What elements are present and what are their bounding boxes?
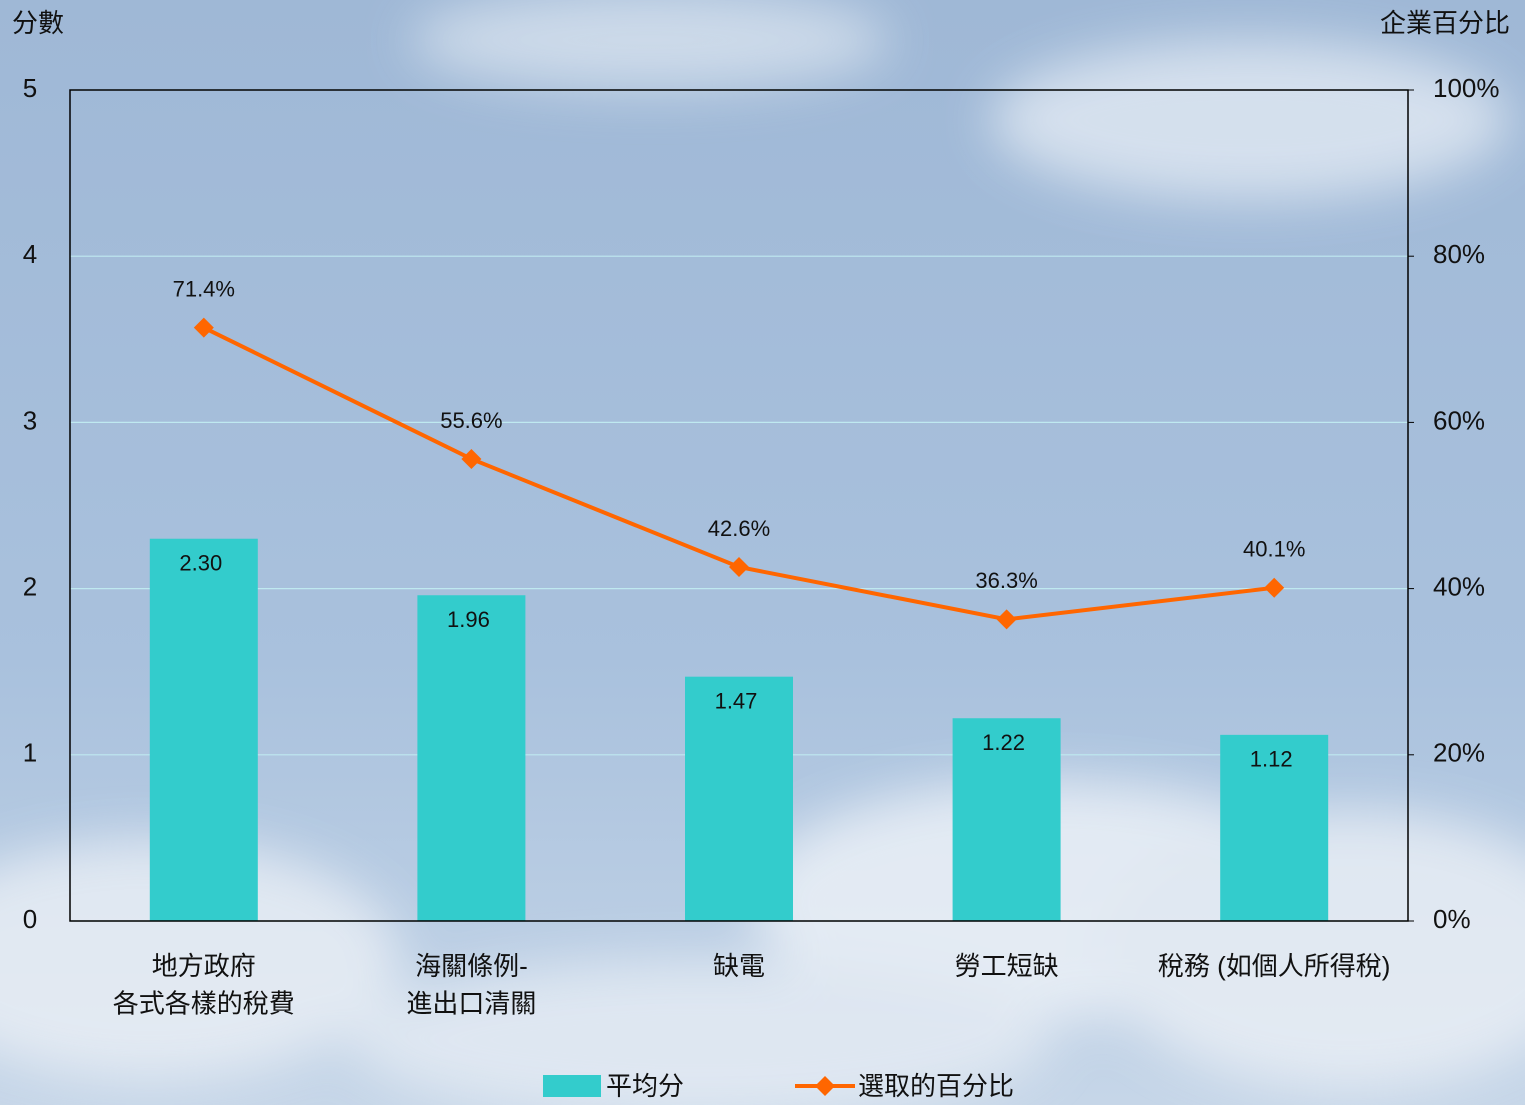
x-tick-label: 稅務 (如個人所得稅) <box>1158 951 1391 981</box>
bar-value-label: 1.12 <box>1250 747 1293 772</box>
y2-tick-label: 80% <box>1433 239 1485 269</box>
x-tick-label: 缺電 <box>713 951 765 981</box>
y2-tick-label: 40% <box>1433 571 1485 601</box>
chart: 分數 企業百分比 0123450%20%40%60%80%100%地方政府各式各… <box>0 0 1525 1105</box>
y2-tick-label: 0% <box>1433 904 1471 934</box>
y-tick-label: 2 <box>23 571 37 601</box>
bar-value-label: 1.47 <box>715 688 758 713</box>
y-tick-label: 5 <box>23 73 37 103</box>
bar <box>417 595 525 921</box>
y-axis-title: 分數 <box>12 8 64 38</box>
y2-tick-label: 100% <box>1433 73 1500 103</box>
bar-value-label: 1.22 <box>982 730 1025 755</box>
y-tick-label: 4 <box>23 239 37 269</box>
bar-value-label: 1.96 <box>447 607 490 632</box>
legend-swatch <box>543 1075 601 1097</box>
line-value-label: 71.4% <box>173 276 235 301</box>
legend-label: 選取的百分比 <box>858 1071 1014 1101</box>
line-value-label: 55.6% <box>440 408 502 433</box>
x-tick-label: 勞工短缺 <box>955 951 1059 981</box>
y-tick-label: 1 <box>23 738 37 768</box>
line-value-label: 36.3% <box>975 568 1037 593</box>
line-value-label: 40.1% <box>1243 537 1305 562</box>
y2-axis-title: 企業百分比 <box>1380 8 1510 38</box>
legend-label: 平均分 <box>606 1071 684 1101</box>
y2-tick-label: 20% <box>1433 738 1485 768</box>
y-tick-label: 3 <box>23 405 37 435</box>
y2-tick-label: 60% <box>1433 405 1485 435</box>
y-tick-label: 0 <box>23 904 37 934</box>
line-value-label: 42.6% <box>708 516 770 541</box>
bar-value-label: 2.30 <box>179 551 222 576</box>
bar <box>150 539 258 921</box>
page: {"chart_data": {"type": "bar-line", "y_l… <box>0 0 1525 1105</box>
